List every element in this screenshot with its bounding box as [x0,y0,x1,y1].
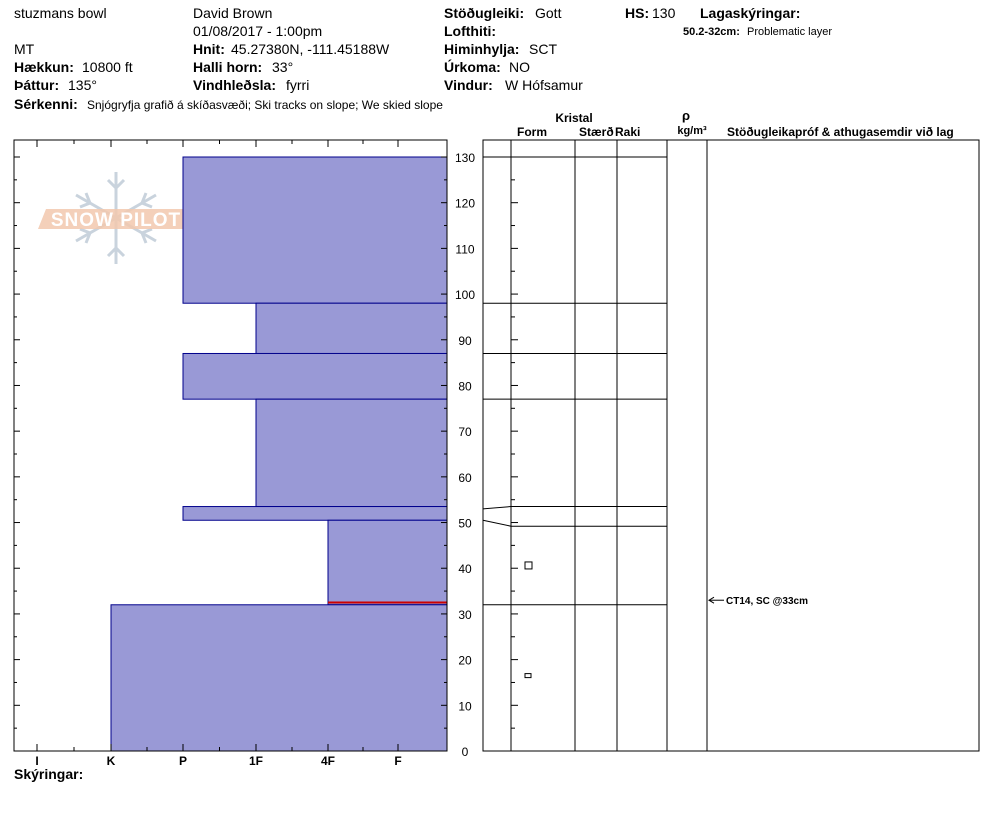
stability-test-label: CT14, SC @33cm [726,596,808,607]
wind-loading-label: Vindhleðsla: [193,77,276,93]
y-tick-label: 40 [458,562,472,576]
crystal-header: Kristal [555,111,592,125]
grain-form-square-icon [524,561,533,570]
coords-label: Hnit: [193,41,225,57]
precip-label: Úrkoma: [444,59,501,75]
elevation-value: 10800 ft [82,59,133,75]
form-header: Form [517,125,547,139]
hardness-layer-bar [182,352,448,400]
remarks-label: Sérkenni: [14,96,78,112]
snowpilot-logo: SNOW PILOT [38,172,194,264]
footer-label: Skýringar: [14,766,84,782]
stability-label: Stöðugleiki: [444,5,525,21]
wind-loading-value: fyrri [286,77,310,93]
y-tick-label: 0 [462,745,469,759]
sky-label: Himinhylja: [444,41,520,57]
y-tick-label: 60 [458,471,472,485]
hs-value: 130 [652,5,676,21]
hardness-plot-frame [13,139,448,752]
crystal-table-frame [482,139,980,752]
hardness-tick-label: 4F [321,754,335,768]
layer-note-text: Problematic layer [747,26,832,38]
y-tick-label: 30 [458,608,472,622]
hardness-layer-bar [110,604,448,752]
logo-text: SNOW PILOT [51,210,181,231]
sky-value: SCT [529,41,557,57]
y-tick-label: 70 [458,425,472,439]
hardness-layer-bar [255,302,448,354]
y-tick-label: 120 [455,197,475,211]
layer-note-range: 50.2-32cm: [683,26,740,38]
hardness-layer-bar [182,506,448,521]
location: stuzmans bowl [14,5,107,21]
aspect-value: 135° [68,77,97,93]
coords-value: 45.27380N, -111.45188W [231,41,390,57]
density-unit-header: kg/m³ [677,125,707,137]
layer-boundary-line [482,506,667,510]
hardness-tick-label: 1F [249,754,263,768]
hardness-layer-bar [327,519,448,606]
remarks-value: Snjógryfja grafið á skíðasvæði; Ski trac… [87,98,443,112]
y-tick-label: 50 [458,517,472,531]
grain-form-rect-icon [524,673,532,679]
y-tick-label: 110 [455,242,474,256]
state: MT [14,41,35,57]
y-tick-label: 10 [458,699,472,713]
y-tick-label: 80 [458,379,472,393]
layer-boundary-line [482,519,667,527]
y-tick-label: 130 [455,151,475,165]
tests-header: Stöðugleikapróf & athugasemdir við lag [727,125,954,139]
air-temp-label: Lofthiti: [444,23,497,39]
observer: David Brown [193,5,273,21]
stability-value: Gott [535,5,562,21]
test-arrow-icon [708,596,715,604]
y-tick-label: 100 [455,288,475,302]
elevation-label: Hækkun: [14,59,74,75]
hardness-tick-label: I [35,754,38,768]
rho-header: ρ [682,108,690,123]
precip-value: NO [509,59,530,75]
size-header: Stærð [579,125,614,139]
hardness-tick-label: P [179,754,187,768]
hardness-layer-bar [255,398,448,508]
layer-notes-label: Lagaskýringar: [700,5,801,21]
aspect-label: Þáttur: [14,77,60,93]
hardness-layer-bar [182,156,448,304]
hs-label: HS: [625,5,650,21]
hardness-tick-label: K [107,754,116,768]
moisture-header: Raki [615,125,640,139]
datetime: 01/08/2017 - 1:00pm [193,23,323,39]
hardness-tick-label: F [394,754,401,768]
slope-value: 33° [272,59,294,75]
slope-label: Halli horn: [193,59,263,75]
y-tick-label: 90 [458,334,472,348]
y-tick-label: 20 [458,654,472,668]
wind-label: Vindur: [444,77,493,93]
wind-value: W Hófsamur [505,77,583,93]
